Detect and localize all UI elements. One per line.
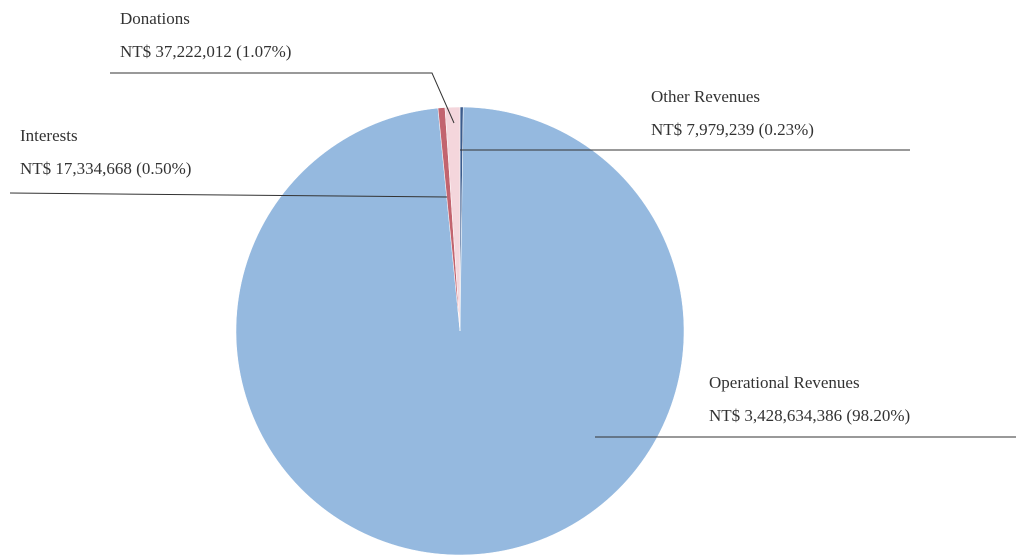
slice-value-label: NT$ 37,222,012 (1.07%) (120, 42, 291, 61)
slice-value-label: NT$ 3,428,634,386 (98.20%) (709, 406, 910, 425)
slice-value-label: NT$ 7,979,239 (0.23%) (651, 120, 814, 139)
slice-label: Other Revenues (651, 87, 760, 106)
leader-line (110, 72, 455, 124)
pie-slice (444, 106, 461, 332)
slice-label: Interests (20, 126, 78, 145)
slice-label: Donations (120, 9, 190, 28)
slice-label: Operational Revenues (709, 373, 860, 392)
leader-line (9, 192, 448, 198)
slice-value-label: NT$ 17,334,668 (0.50%) (20, 159, 191, 178)
